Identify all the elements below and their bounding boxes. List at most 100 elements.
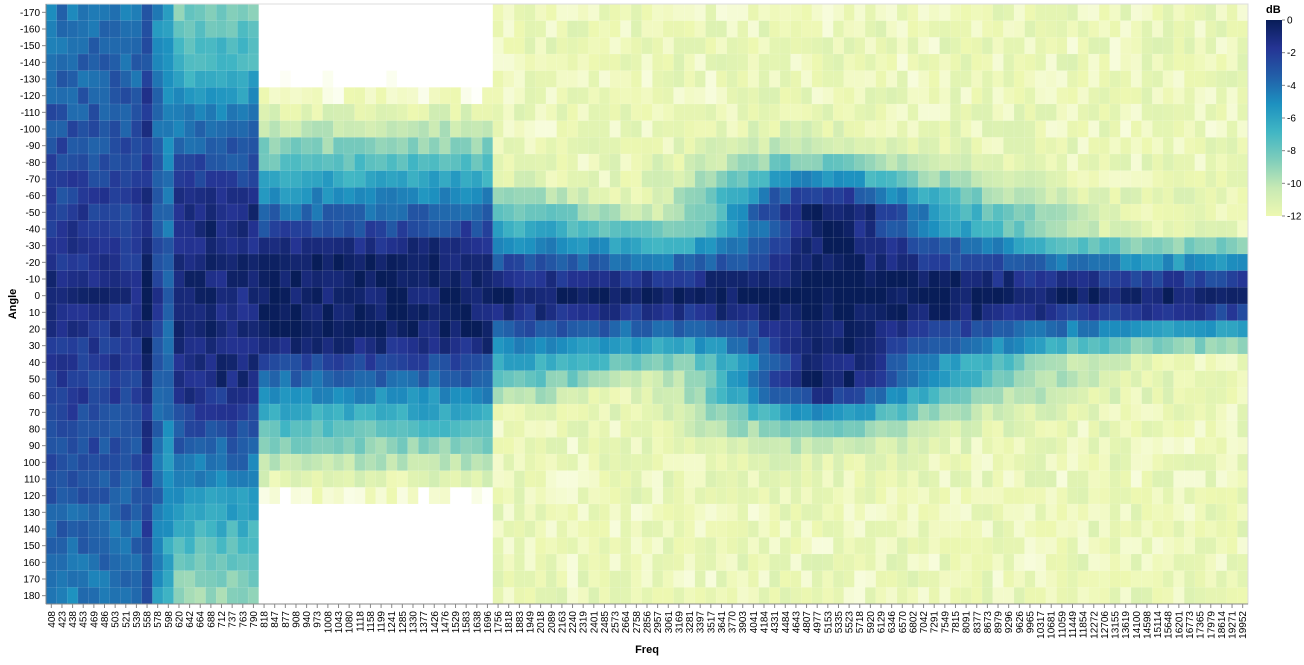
heatmap-cell [375,353,387,372]
heatmap-cell [843,337,855,355]
heatmap-cell [56,137,68,155]
heatmap-cell [598,287,611,305]
heatmap-cell [886,437,898,455]
heatmap-cell [418,387,430,405]
heatmap-cell [535,170,547,188]
heatmap-cell [1066,53,1079,72]
heatmap-cell [822,337,834,355]
x-tick-label: 8979 [994,611,1005,634]
heatmap-cell [609,53,621,72]
heatmap-cell [588,537,600,555]
heatmap-cell [535,203,547,222]
heatmap-cell [949,170,962,188]
heatmap-cell [1098,70,1111,88]
heatmap-cell [726,20,738,38]
heatmap-cell [1109,70,1121,88]
heatmap-cell [450,203,462,222]
heatmap-cell [694,3,707,22]
heatmap-cell [886,220,898,238]
heatmap-cell [609,87,621,105]
heatmap-cell [503,20,515,38]
heatmap-cell [311,320,324,338]
heatmap-cell [1109,437,1121,455]
heatmap-cell [67,320,79,338]
heatmap-cell [747,403,760,422]
heatmap-cell [726,70,738,88]
heatmap-cell [407,87,419,105]
heatmap-cell [811,3,824,22]
heatmap-cell [226,320,238,338]
heatmap-cell [928,303,941,322]
heatmap-cell [301,237,313,255]
heatmap-cell [715,553,728,572]
heatmap-cell [205,320,217,338]
heatmap-cell [715,220,728,238]
heatmap-cell [758,337,770,355]
heatmap-cell [471,570,483,588]
heatmap-cell [1130,353,1143,372]
heatmap-cell [886,187,898,205]
heatmap-cell [854,3,866,22]
heatmap-cell [205,520,217,538]
heatmap-cell [450,137,462,155]
heatmap-cell [747,470,760,488]
heatmap-cell [258,70,270,88]
heatmap-cell [1066,187,1079,205]
heatmap-cell [620,287,632,305]
heatmap-cell [152,170,164,188]
heatmap-cell [460,237,472,255]
heatmap-cell [88,553,100,572]
heatmap-cell [886,203,898,222]
heatmap-cell [662,3,675,22]
heatmap-cell [343,370,355,388]
heatmap-cell [354,237,366,255]
heatmap-cell [737,237,749,255]
x-tick-label: 19271 [1228,611,1239,639]
heatmap-cell [428,37,441,55]
legend-tick-label: -12 [1287,212,1302,223]
heatmap-cell [205,137,217,155]
heatmap-cell [886,570,898,588]
heatmap-cell [822,120,834,138]
heatmap-cell [535,20,547,38]
heatmap-cell [673,570,685,588]
heatmap-cell [354,353,366,372]
heatmap-cell [396,337,409,355]
heatmap-cell [375,87,387,105]
heatmap-cell [290,453,302,472]
heatmap-cell [279,220,292,238]
heatmap-cell [694,303,707,322]
heatmap-cell [577,420,589,438]
heatmap-cell [928,20,941,38]
heatmap-cell [673,53,685,72]
heatmap-cell [215,87,228,105]
heatmap-cell [971,587,983,605]
heatmap-cell [801,253,813,272]
heatmap-cell [790,170,802,188]
heatmap-cell [1024,137,1036,155]
heatmap-cell [694,253,707,272]
heatmap-cell [513,553,526,572]
heatmap-cell [598,53,611,72]
heatmap-cell [811,337,824,355]
heatmap-cell [247,353,260,372]
x-tick-label: 9296 [1004,611,1015,634]
heatmap-cell [684,287,696,305]
heatmap-cell [1237,203,1249,222]
heatmap-cell [801,70,813,88]
heatmap-cell [598,153,611,172]
heatmap-cell [290,187,302,205]
heatmap-cell [715,237,728,255]
x-tick-label: 4977 [813,611,824,634]
heatmap-cell [407,537,419,555]
heatmap-cell [641,520,653,538]
heatmap-cell [130,20,143,38]
heatmap-cell [1226,270,1238,288]
heatmap-cell [928,187,941,205]
heatmap-cell [737,137,749,155]
heatmap-cell [481,570,494,588]
heatmap-cell [1162,53,1175,72]
heatmap-cell [790,420,802,438]
heatmap-cell [1088,503,1100,522]
heatmap-cell [694,503,707,522]
